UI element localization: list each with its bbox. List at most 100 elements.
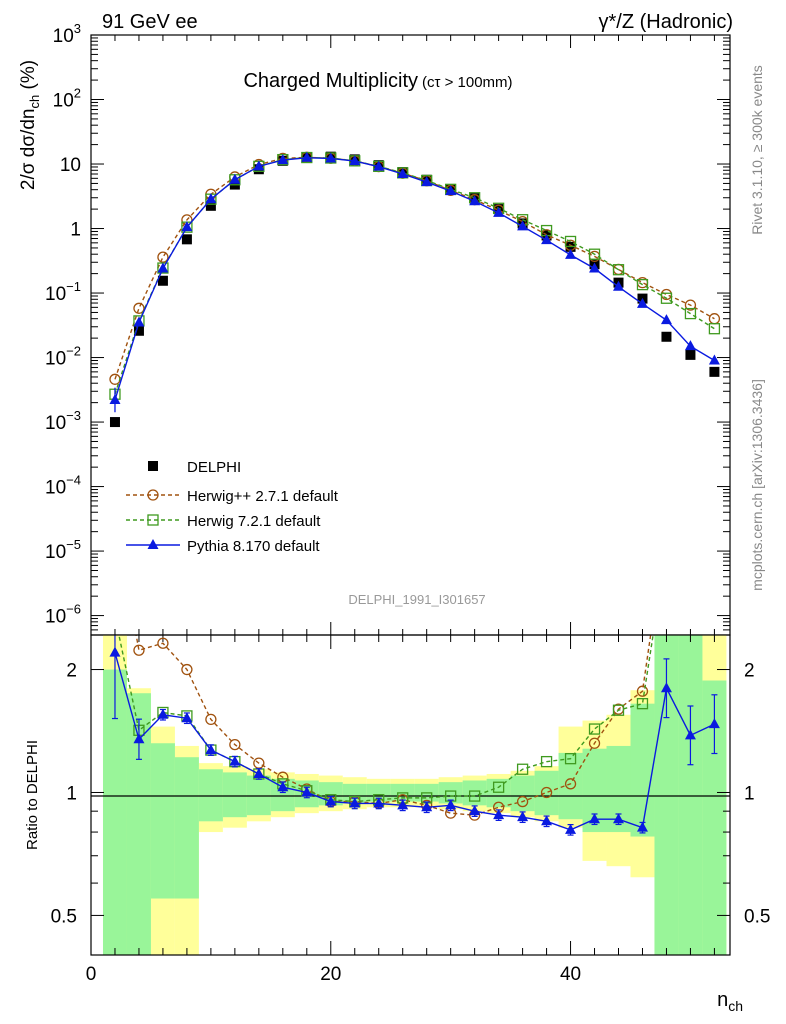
- ratio-point-pythia: [445, 799, 457, 810]
- main-y-tick-label: 10−4: [45, 473, 81, 499]
- band-inner: [198, 769, 223, 822]
- data-point-pythia: [229, 173, 241, 184]
- band-inner: [678, 635, 703, 955]
- band-inner: [606, 745, 631, 833]
- ratio-y-axis-label: Ratio to DELPHI: [24, 740, 41, 850]
- ratio-y-tick-label-right: 1: [744, 783, 755, 804]
- data-point-pythia: [205, 193, 217, 204]
- main-y-tick-label-base: 10: [45, 607, 66, 628]
- series-line-herwig7: [114, 156, 715, 395]
- legend-marker-delphi: [148, 461, 158, 471]
- data-point-herwig7: [564, 235, 577, 248]
- data-point-pythia: [133, 316, 145, 327]
- main-y-tick-label-base: 10: [45, 284, 66, 305]
- band-inner: [630, 703, 655, 837]
- band-inner: [222, 772, 247, 818]
- data-point-pythia: [301, 151, 313, 162]
- ratio-point-pythia: [613, 813, 625, 824]
- ratio-uncertainty-bands: [102, 635, 727, 955]
- data-point-pythia: [541, 234, 553, 245]
- data-point-delphi: [109, 417, 120, 428]
- data-point-pythia: [660, 314, 672, 325]
- legend-marker-herwig7: [147, 514, 159, 526]
- ratio-point-pythia: [660, 682, 672, 693]
- legend-label: DELPHI: [187, 459, 241, 476]
- x-tick-label: 40: [560, 964, 581, 985]
- main-y-tick-label-exp: −4: [66, 473, 81, 488]
- legend: DELPHI Herwig++ 2.7.1 default Herwig 7.2.1…: [126, 459, 339, 555]
- main-y-axis-label: 2/σ dσ/dnch (%): [18, 60, 42, 190]
- ratio-point-herwigpp: [229, 738, 241, 751]
- legend-entry-delphi: DELPHI: [148, 459, 241, 476]
- ratio-point-pythia: [373, 797, 385, 808]
- main-y-tick-label: 102: [53, 86, 81, 112]
- ratio-point-pythia: [636, 821, 648, 832]
- data-point-herwig7: [684, 307, 697, 320]
- band-inner: [654, 635, 679, 955]
- series-line-herwigpp: [114, 156, 715, 380]
- ratio-point-pythia: [684, 729, 696, 740]
- ratio-point-pythia: [157, 708, 169, 719]
- main-y-tick-label-exp: −6: [66, 602, 81, 617]
- band-inner: [102, 669, 127, 955]
- main-y-axis-label-tail: (%): [18, 60, 39, 95]
- data-point-pythia: [565, 248, 577, 259]
- ratio-point-pythia: [205, 744, 217, 755]
- header-left: 91 GeV ee: [102, 11, 198, 33]
- ratio-point-herwig7: [468, 790, 481, 802]
- ratio-y-tick-label-left: 1: [66, 783, 77, 804]
- ratio-point-pythia: [421, 801, 433, 812]
- main-y-axis-label-main: 2/σ dσ/dn: [18, 109, 39, 191]
- ratio-point-pythia: [253, 767, 265, 778]
- data-point-pythia: [157, 262, 169, 273]
- band-inner: [558, 752, 583, 820]
- legend-entry-pythia: Pythia 8.170 default: [126, 538, 320, 555]
- band-inner: [342, 783, 367, 804]
- data-point-pythia: [589, 262, 601, 273]
- data-point-herwig7: [636, 278, 649, 291]
- main-y-tick-label-base: 10: [45, 542, 66, 563]
- ratio-point-herwig7: [516, 763, 529, 775]
- main-y-tick-label-base: 10: [45, 413, 66, 434]
- ratio-y-tick-label-left: 2: [66, 661, 77, 682]
- ratio-point-herwig7: [612, 704, 625, 716]
- main-axis-ticks: [90, 34, 730, 636]
- data-point-pythia: [613, 280, 625, 291]
- ratio-point-pythia: [229, 755, 241, 766]
- main-y-tick-label-exp: 3: [74, 21, 81, 36]
- band-inner: [150, 743, 175, 899]
- ratio-point-herwig7: [540, 755, 553, 768]
- ratio-point-pythia: [708, 718, 720, 729]
- ratio-panel: 2 2 1 1 0.5 0.5 0 20 40 Ratio to DELPHI nch: [24, 634, 770, 1014]
- legend-label: Herwig++ 2.7.1 default: [187, 488, 339, 505]
- main-y-tick-label-base: 10: [53, 91, 74, 112]
- data-point-pythia: [277, 154, 289, 165]
- data-point-herwig7: [660, 292, 673, 304]
- series-herwigpp: [109, 151, 721, 385]
- main-title: Charged Multiplicity: [243, 70, 418, 92]
- main-y-tick-label-base: 10: [53, 26, 74, 47]
- ratio-point-herwigpp: [564, 778, 577, 790]
- band-inner: [270, 778, 295, 812]
- ratio-point-pythia: [589, 813, 601, 824]
- main-y-tick-label-base: 10: [45, 349, 66, 370]
- band-inner: [582, 748, 607, 833]
- ratio-point-pythia: [181, 712, 193, 723]
- side-label-rivet: Rivet 3.1.10, ≥ 300k events: [749, 65, 765, 235]
- main-series: [109, 151, 721, 428]
- main-y-tick-label: 10: [60, 155, 81, 176]
- main-y-tick-label: 103: [53, 21, 81, 47]
- data-point-pythia: [109, 393, 121, 404]
- main-title-text: Charged Multiplicity: [243, 70, 418, 92]
- data-point-herwigpp: [157, 251, 169, 263]
- ratio-point-herwigpp: [588, 737, 601, 749]
- ratio-series: [109, 635, 720, 836]
- ratio-point-herwig7: [588, 723, 601, 735]
- ratio-y-tick-label-left: 0.5: [51, 906, 77, 927]
- band-inner: [126, 693, 151, 955]
- legend-entry-herwig7: Herwig 7.2.1 default: [126, 513, 321, 530]
- band-inner: [510, 775, 535, 812]
- data-point-pythia: [397, 168, 409, 179]
- data-point-herwig7: [588, 248, 601, 260]
